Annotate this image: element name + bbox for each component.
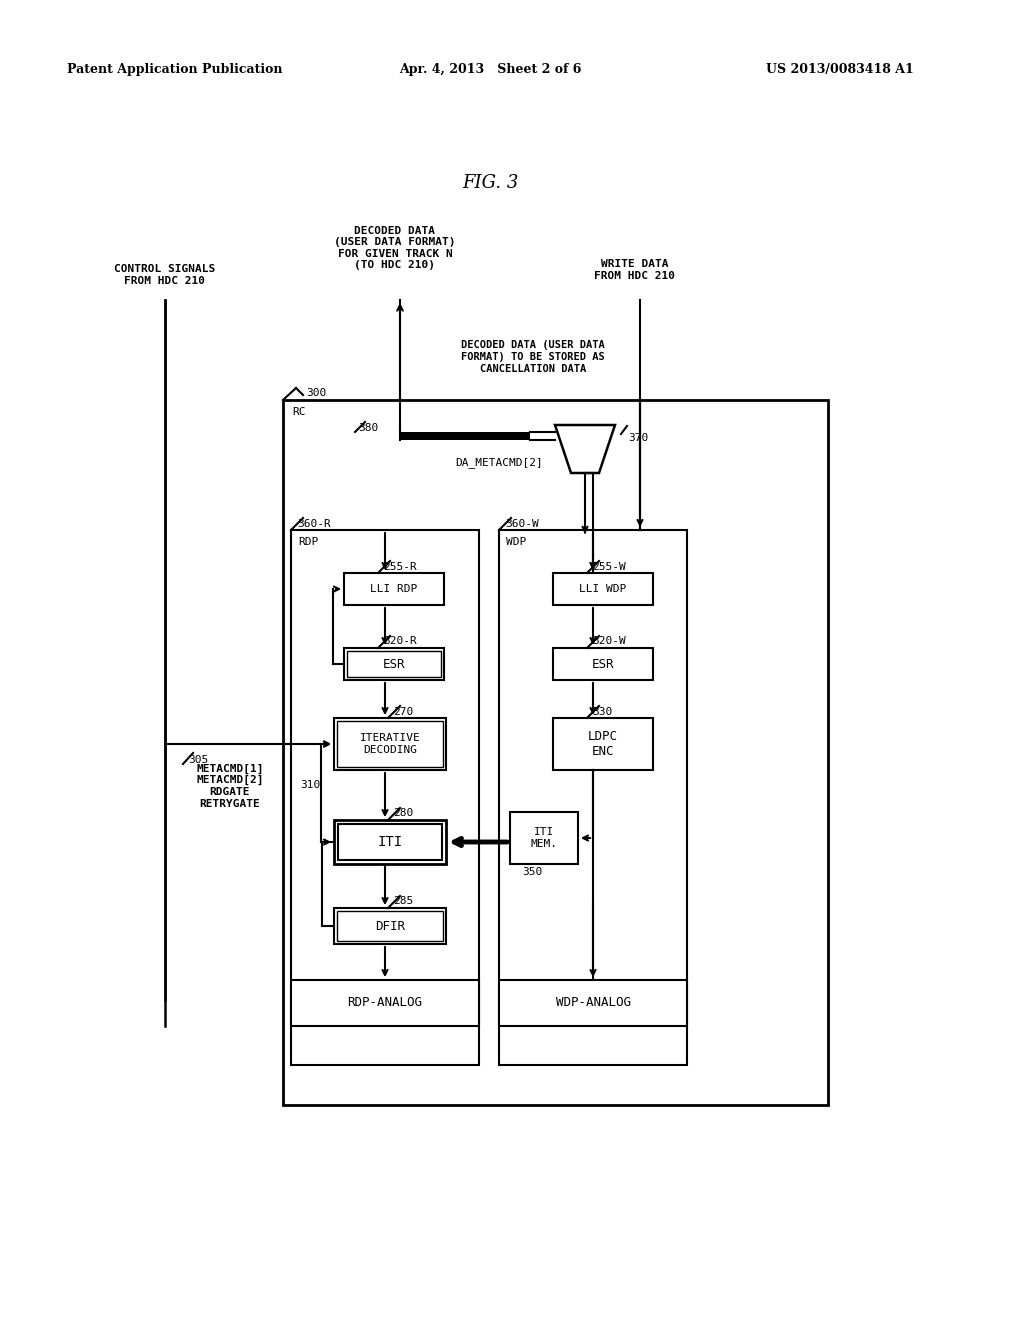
Text: 255-R: 255-R	[383, 562, 417, 572]
Bar	[337, 911, 443, 941]
Bar	[553, 573, 653, 605]
Bar	[291, 979, 479, 1026]
Bar	[553, 648, 653, 680]
Text: FIG. 3: FIG. 3	[462, 174, 518, 191]
Text: 320-R: 320-R	[383, 636, 417, 645]
Text: WDP-ANALOG: WDP-ANALOG	[555, 997, 631, 1010]
Bar	[553, 718, 653, 770]
Text: DECODED DATA (USER DATA
FORMAT) TO BE STORED AS
CANCELLATION DATA: DECODED DATA (USER DATA FORMAT) TO BE ST…	[461, 341, 605, 374]
Text: LDPC
ENC: LDPC ENC	[588, 730, 618, 758]
Bar	[291, 531, 479, 1065]
Text: US 2013/0083418 A1: US 2013/0083418 A1	[766, 63, 913, 77]
Text: RDP-ANALOG: RDP-ANALOG	[347, 997, 423, 1010]
Text: 330: 330	[592, 708, 612, 717]
Text: 320-W: 320-W	[592, 636, 626, 645]
Bar	[347, 651, 441, 677]
Text: 305: 305	[188, 755, 208, 766]
Text: LLI RDP: LLI RDP	[371, 583, 418, 594]
Text: Patent Application Publication: Patent Application Publication	[68, 63, 283, 77]
Bar	[499, 531, 687, 1065]
Text: ESR: ESR	[383, 657, 406, 671]
Text: 270: 270	[393, 708, 414, 717]
Text: 370: 370	[628, 433, 648, 444]
Text: 350: 350	[522, 867, 543, 876]
Text: DECODED DATA
(USER DATA FORMAT)
FOR GIVEN TRACK N
(TO HDC 210): DECODED DATA (USER DATA FORMAT) FOR GIVE…	[334, 226, 456, 271]
Text: 310: 310	[300, 780, 319, 789]
Text: WDP: WDP	[506, 537, 526, 546]
Text: 360-W: 360-W	[505, 519, 539, 529]
Text: ITI
MEM.: ITI MEM.	[530, 828, 557, 849]
Polygon shape	[555, 425, 615, 473]
Bar	[400, 432, 530, 440]
Bar	[499, 979, 687, 1026]
Text: CONTROL SIGNALS
FROM HDC 210: CONTROL SIGNALS FROM HDC 210	[115, 264, 216, 286]
Text: ITI: ITI	[378, 836, 402, 849]
Text: RDP: RDP	[298, 537, 318, 546]
Text: ESR: ESR	[592, 657, 614, 671]
Text: RC: RC	[292, 407, 305, 417]
Text: LLI WDP: LLI WDP	[580, 583, 627, 594]
Bar	[334, 820, 446, 865]
Text: 380: 380	[358, 422, 378, 433]
Text: WRITE DATA
FROM HDC 210: WRITE DATA FROM HDC 210	[595, 259, 676, 281]
Bar	[334, 908, 446, 944]
Text: Apr. 4, 2013   Sheet 2 of 6: Apr. 4, 2013 Sheet 2 of 6	[398, 63, 582, 77]
Text: 280: 280	[393, 808, 414, 818]
Bar	[283, 400, 828, 1105]
Bar	[337, 721, 443, 767]
Bar	[338, 824, 442, 861]
Bar	[510, 812, 578, 865]
Text: 255-W: 255-W	[592, 562, 626, 572]
Text: 285: 285	[393, 896, 414, 906]
Bar	[334, 718, 446, 770]
Text: DA_METACMD[2]: DA_METACMD[2]	[456, 458, 543, 469]
Text: 300: 300	[306, 388, 327, 399]
Text: DFIR: DFIR	[375, 920, 406, 932]
Text: METACMD[1]
METACMD[2]
RDGATE
RETRYGATE: METACMD[1] METACMD[2] RDGATE RETRYGATE	[197, 763, 264, 809]
Text: 360-R: 360-R	[297, 519, 331, 529]
Text: ITERATIVE
DECODING: ITERATIVE DECODING	[359, 733, 421, 755]
Bar	[344, 648, 444, 680]
Bar	[344, 573, 444, 605]
